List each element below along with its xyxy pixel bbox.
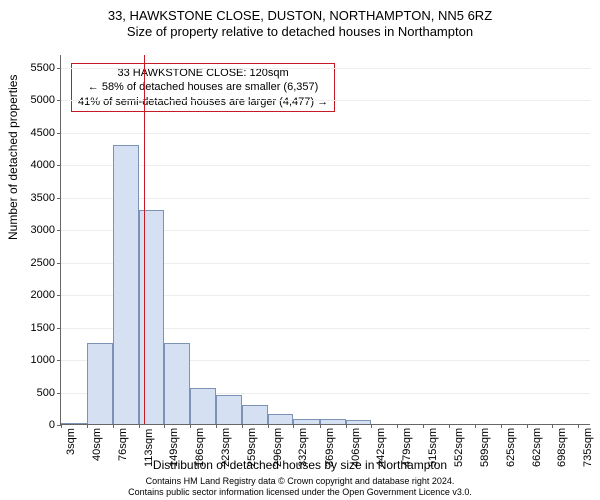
- footer-line-2: Contains public sector information licen…: [0, 487, 600, 498]
- gridline: [61, 165, 590, 166]
- x-tick-mark: [268, 424, 269, 428]
- x-tick-mark: [578, 424, 579, 428]
- gridline: [61, 198, 590, 199]
- x-axis-label: Distribution of detached houses by size …: [0, 458, 600, 472]
- x-tick-mark: [371, 424, 372, 428]
- y-tick-label: 1000: [31, 354, 61, 366]
- histogram-bar: [346, 420, 371, 424]
- chart-footer: Contains HM Land Registry data © Crown c…: [0, 476, 600, 498]
- x-tick-mark: [293, 424, 294, 428]
- x-tick-mark: [216, 424, 217, 428]
- x-tick-mark: [346, 424, 347, 428]
- histogram-bar: [164, 343, 190, 424]
- histogram-bar: [113, 145, 139, 424]
- reference-line: [144, 55, 145, 424]
- x-tick-mark: [449, 424, 450, 428]
- y-tick-label: 3500: [31, 192, 61, 204]
- x-tick-mark: [113, 424, 114, 428]
- histogram-bar: [190, 388, 216, 424]
- histogram-bar: [293, 419, 319, 424]
- y-tick-label: 5500: [31, 62, 61, 74]
- y-axis-label: Number of detached properties: [6, 75, 20, 240]
- y-tick-label: 3000: [31, 224, 61, 236]
- x-tick-mark: [527, 424, 528, 428]
- x-tick-mark: [423, 424, 424, 428]
- x-tick-mark: [320, 424, 321, 428]
- y-tick-label: 1500: [31, 322, 61, 334]
- title-line-1: 33, HAWKSTONE CLOSE, DUSTON, NORTHAMPTON…: [0, 8, 600, 24]
- x-tick-mark: [139, 424, 140, 428]
- histogram-bar: [268, 414, 293, 424]
- gridline: [61, 68, 590, 69]
- gridline: [61, 100, 590, 101]
- x-tick-label: 3sqm: [65, 428, 77, 455]
- y-tick-label: 5000: [31, 94, 61, 106]
- gridline: [61, 133, 590, 134]
- x-tick-label: 76sqm: [117, 428, 129, 461]
- x-tick-label: 40sqm: [91, 428, 103, 461]
- info-box-line-2: ← 58% of detached houses are smaller (6,…: [78, 80, 328, 94]
- histogram-bar: [87, 343, 112, 424]
- reference-info-box: 33 HAWKSTONE CLOSE: 120sqm ← 58% of deta…: [71, 63, 335, 112]
- histogram-bar: [216, 395, 241, 424]
- y-tick-label: 500: [37, 387, 61, 399]
- y-tick-label: 4000: [31, 159, 61, 171]
- histogram-bar: [61, 423, 87, 424]
- y-tick-label: 0: [49, 419, 61, 431]
- x-tick-mark: [552, 424, 553, 428]
- histogram-bar: [139, 210, 164, 424]
- y-tick-label: 2500: [31, 257, 61, 269]
- footer-line-1: Contains HM Land Registry data © Crown c…: [0, 476, 600, 487]
- x-tick-mark: [242, 424, 243, 428]
- x-tick-mark: [475, 424, 476, 428]
- chart-container: 33, HAWKSTONE CLOSE, DUSTON, NORTHAMPTON…: [0, 0, 600, 500]
- x-tick-mark: [61, 424, 62, 428]
- x-tick-mark: [397, 424, 398, 428]
- x-tick-mark: [501, 424, 502, 428]
- plot-area: 33 HAWKSTONE CLOSE: 120sqm ← 58% of deta…: [60, 55, 590, 425]
- histogram-bar: [242, 405, 268, 424]
- info-box-line-3: 41% of semi-detached houses are larger (…: [78, 95, 328, 109]
- x-tick-mark: [87, 424, 88, 428]
- histogram-bar: [320, 419, 346, 424]
- chart-header: 33, HAWKSTONE CLOSE, DUSTON, NORTHAMPTON…: [0, 0, 600, 41]
- x-tick-mark: [164, 424, 165, 428]
- x-tick-mark: [190, 424, 191, 428]
- y-tick-label: 2000: [31, 289, 61, 301]
- title-line-2: Size of property relative to detached ho…: [0, 24, 600, 40]
- y-tick-label: 4500: [31, 127, 61, 139]
